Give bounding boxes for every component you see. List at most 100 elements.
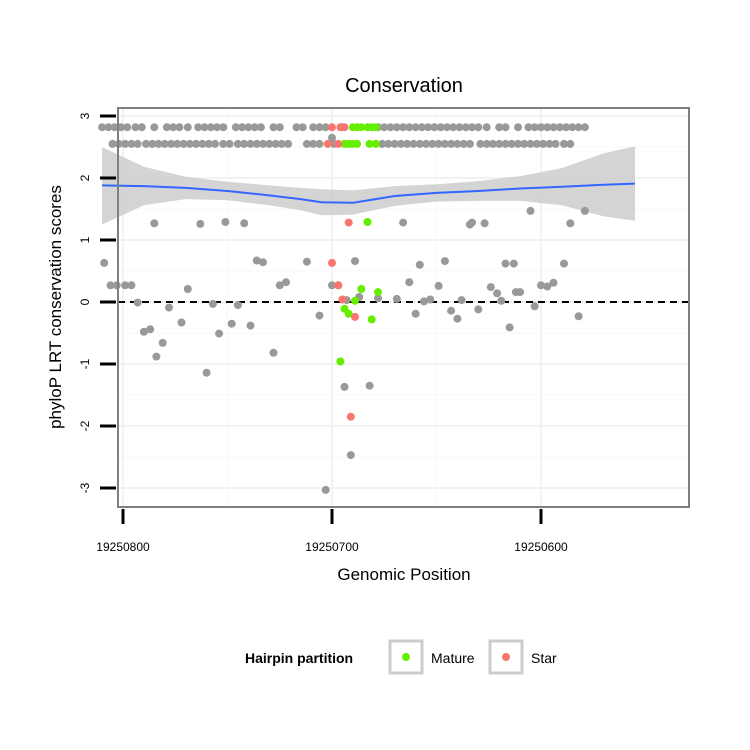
data-point-other — [474, 123, 483, 132]
data-point-other — [453, 139, 462, 148]
data-point-other — [482, 123, 491, 132]
data-point-mature — [365, 139, 374, 148]
data-point-other — [240, 139, 249, 148]
data-point-other — [179, 139, 188, 148]
data-point-other — [453, 314, 462, 323]
data-point-other — [537, 281, 545, 290]
data-point-other — [555, 123, 564, 132]
data-point-other — [415, 260, 424, 269]
smooth-line — [102, 182, 636, 204]
data-point-other — [233, 301, 242, 310]
data-point-other — [580, 206, 589, 215]
data-point-mature — [371, 139, 380, 148]
data-point-other — [549, 278, 558, 287]
data-point-other — [238, 123, 247, 132]
data-point-other — [426, 295, 435, 304]
data-point-other — [127, 139, 136, 148]
data-point-other — [110, 123, 119, 132]
data-point-other — [221, 218, 230, 226]
data-point-other — [509, 259, 518, 268]
data-point-other — [566, 219, 575, 228]
data-point-other — [146, 325, 155, 334]
data-point-other — [417, 123, 426, 132]
data-point-other — [165, 303, 173, 312]
data-point-other — [516, 288, 525, 297]
data-point-other — [202, 368, 211, 377]
x-tick-label: 19250800 — [96, 540, 150, 554]
data-point-other — [142, 139, 150, 148]
data-point-other — [173, 139, 182, 148]
data-point-other — [298, 123, 307, 132]
data-point-other — [566, 139, 575, 148]
axes: -3 -2 -1 0 1 2 3 19250800 19250700 19250600 — [78, 112, 568, 554]
data-point-other — [328, 281, 336, 290]
data-point-other — [275, 123, 284, 132]
data-point-other — [543, 123, 552, 132]
data-point-other — [415, 139, 424, 148]
data-point-other — [501, 139, 510, 148]
data-point-other — [275, 281, 284, 290]
data-point-other — [315, 311, 324, 320]
data-point-other — [259, 258, 267, 267]
data-point-other — [211, 139, 219, 148]
data-point-other — [198, 139, 207, 148]
data-point-other — [560, 259, 568, 268]
data-point-other — [457, 296, 466, 305]
y-tick-label: 2 — [78, 174, 92, 181]
data-points — [98, 123, 589, 494]
data-point-other — [98, 123, 107, 132]
data-point-other — [574, 312, 583, 321]
data-point-other — [346, 451, 355, 460]
data-point-other — [411, 123, 420, 132]
data-point-other — [551, 139, 560, 148]
confidence-ribbon — [102, 146, 636, 225]
data-point-other — [219, 139, 228, 148]
data-point-other — [167, 139, 176, 148]
data-point-other — [380, 123, 389, 132]
data-point-other — [112, 281, 121, 290]
data-point-other — [488, 139, 497, 148]
data-point-other — [302, 139, 311, 148]
data-point-other — [292, 123, 301, 132]
data-point-other — [302, 257, 311, 266]
data-point-other — [442, 123, 451, 132]
plot-panel-border — [117, 107, 690, 508]
x-tick-label: 19250600 — [514, 540, 568, 554]
data-point-other — [465, 139, 474, 148]
data-point-other — [390, 139, 399, 148]
data-point-other — [259, 139, 267, 148]
data-point-other — [192, 139, 201, 148]
data-point-other — [162, 123, 171, 132]
data-point-mature — [357, 285, 366, 293]
data-point-other — [524, 123, 533, 132]
legend-item-star: Star — [488, 639, 557, 675]
data-point-other — [282, 278, 290, 287]
y-tick-label: 3 — [78, 112, 92, 119]
data-point-star — [346, 412, 355, 421]
data-point-other — [482, 139, 491, 148]
data-point-mature — [353, 139, 362, 148]
data-point-other — [271, 139, 280, 148]
data-point-star — [334, 139, 343, 148]
data-point-other — [321, 123, 330, 132]
data-point-other — [497, 296, 506, 305]
data-point-other — [250, 123, 259, 132]
data-point-other — [495, 139, 504, 148]
data-point-other — [265, 139, 274, 148]
y-tick-label: -3 — [78, 482, 92, 493]
data-point-other — [309, 139, 318, 148]
data-point-other — [455, 123, 464, 132]
data-point-other — [183, 285, 192, 293]
data-point-other — [428, 139, 437, 148]
data-point-other — [233, 139, 242, 148]
data-point-other — [580, 123, 589, 132]
data-point-other — [206, 123, 215, 132]
data-point-other — [246, 321, 255, 330]
data-point-other — [384, 139, 393, 148]
data-point-other — [208, 299, 217, 308]
data-point-mature — [371, 123, 380, 132]
data-point-other — [183, 123, 192, 132]
data-point-other — [127, 281, 136, 290]
data-point-other — [526, 206, 535, 215]
data-point-other — [461, 123, 470, 132]
